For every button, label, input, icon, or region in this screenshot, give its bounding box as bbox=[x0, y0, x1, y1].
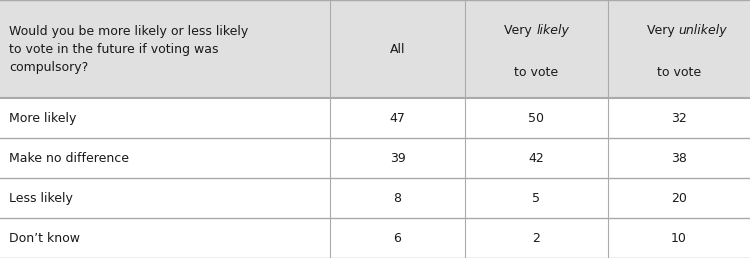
FancyBboxPatch shape bbox=[608, 178, 750, 218]
Text: 42: 42 bbox=[528, 151, 544, 165]
Text: 20: 20 bbox=[670, 191, 687, 205]
Text: 10: 10 bbox=[670, 231, 687, 245]
Text: More likely: More likely bbox=[9, 111, 76, 125]
FancyBboxPatch shape bbox=[608, 98, 750, 138]
FancyBboxPatch shape bbox=[465, 138, 608, 178]
Text: unlikely: unlikely bbox=[679, 25, 728, 37]
FancyBboxPatch shape bbox=[0, 138, 330, 178]
FancyBboxPatch shape bbox=[330, 98, 465, 138]
Text: 5: 5 bbox=[532, 191, 540, 205]
Text: 6: 6 bbox=[394, 231, 401, 245]
Text: 39: 39 bbox=[390, 151, 405, 165]
Text: 8: 8 bbox=[394, 191, 401, 205]
FancyBboxPatch shape bbox=[330, 218, 465, 258]
FancyBboxPatch shape bbox=[465, 0, 608, 98]
FancyBboxPatch shape bbox=[0, 218, 330, 258]
Text: 32: 32 bbox=[670, 111, 687, 125]
Text: Make no difference: Make no difference bbox=[9, 151, 129, 165]
FancyBboxPatch shape bbox=[0, 0, 330, 98]
Text: 47: 47 bbox=[389, 111, 406, 125]
Text: 50: 50 bbox=[528, 111, 544, 125]
Text: Less likely: Less likely bbox=[9, 191, 73, 205]
FancyBboxPatch shape bbox=[608, 138, 750, 178]
Text: Very: Very bbox=[505, 25, 536, 37]
Text: to vote: to vote bbox=[657, 66, 700, 79]
Text: Don’t know: Don’t know bbox=[9, 231, 80, 245]
FancyBboxPatch shape bbox=[0, 178, 330, 218]
FancyBboxPatch shape bbox=[608, 0, 750, 98]
FancyBboxPatch shape bbox=[465, 98, 608, 138]
FancyBboxPatch shape bbox=[465, 218, 608, 258]
FancyBboxPatch shape bbox=[465, 178, 608, 218]
FancyBboxPatch shape bbox=[330, 178, 465, 218]
Text: Would you be more likely or less likely
to vote in the future if voting was
comp: Would you be more likely or less likely … bbox=[9, 25, 248, 74]
Text: All: All bbox=[390, 43, 405, 55]
FancyBboxPatch shape bbox=[608, 218, 750, 258]
FancyBboxPatch shape bbox=[330, 138, 465, 178]
Text: Very: Very bbox=[647, 25, 679, 37]
Text: 2: 2 bbox=[532, 231, 540, 245]
FancyBboxPatch shape bbox=[0, 98, 330, 138]
FancyBboxPatch shape bbox=[330, 0, 465, 98]
Text: 38: 38 bbox=[670, 151, 687, 165]
Text: to vote: to vote bbox=[514, 66, 558, 79]
Text: likely: likely bbox=[536, 25, 569, 37]
